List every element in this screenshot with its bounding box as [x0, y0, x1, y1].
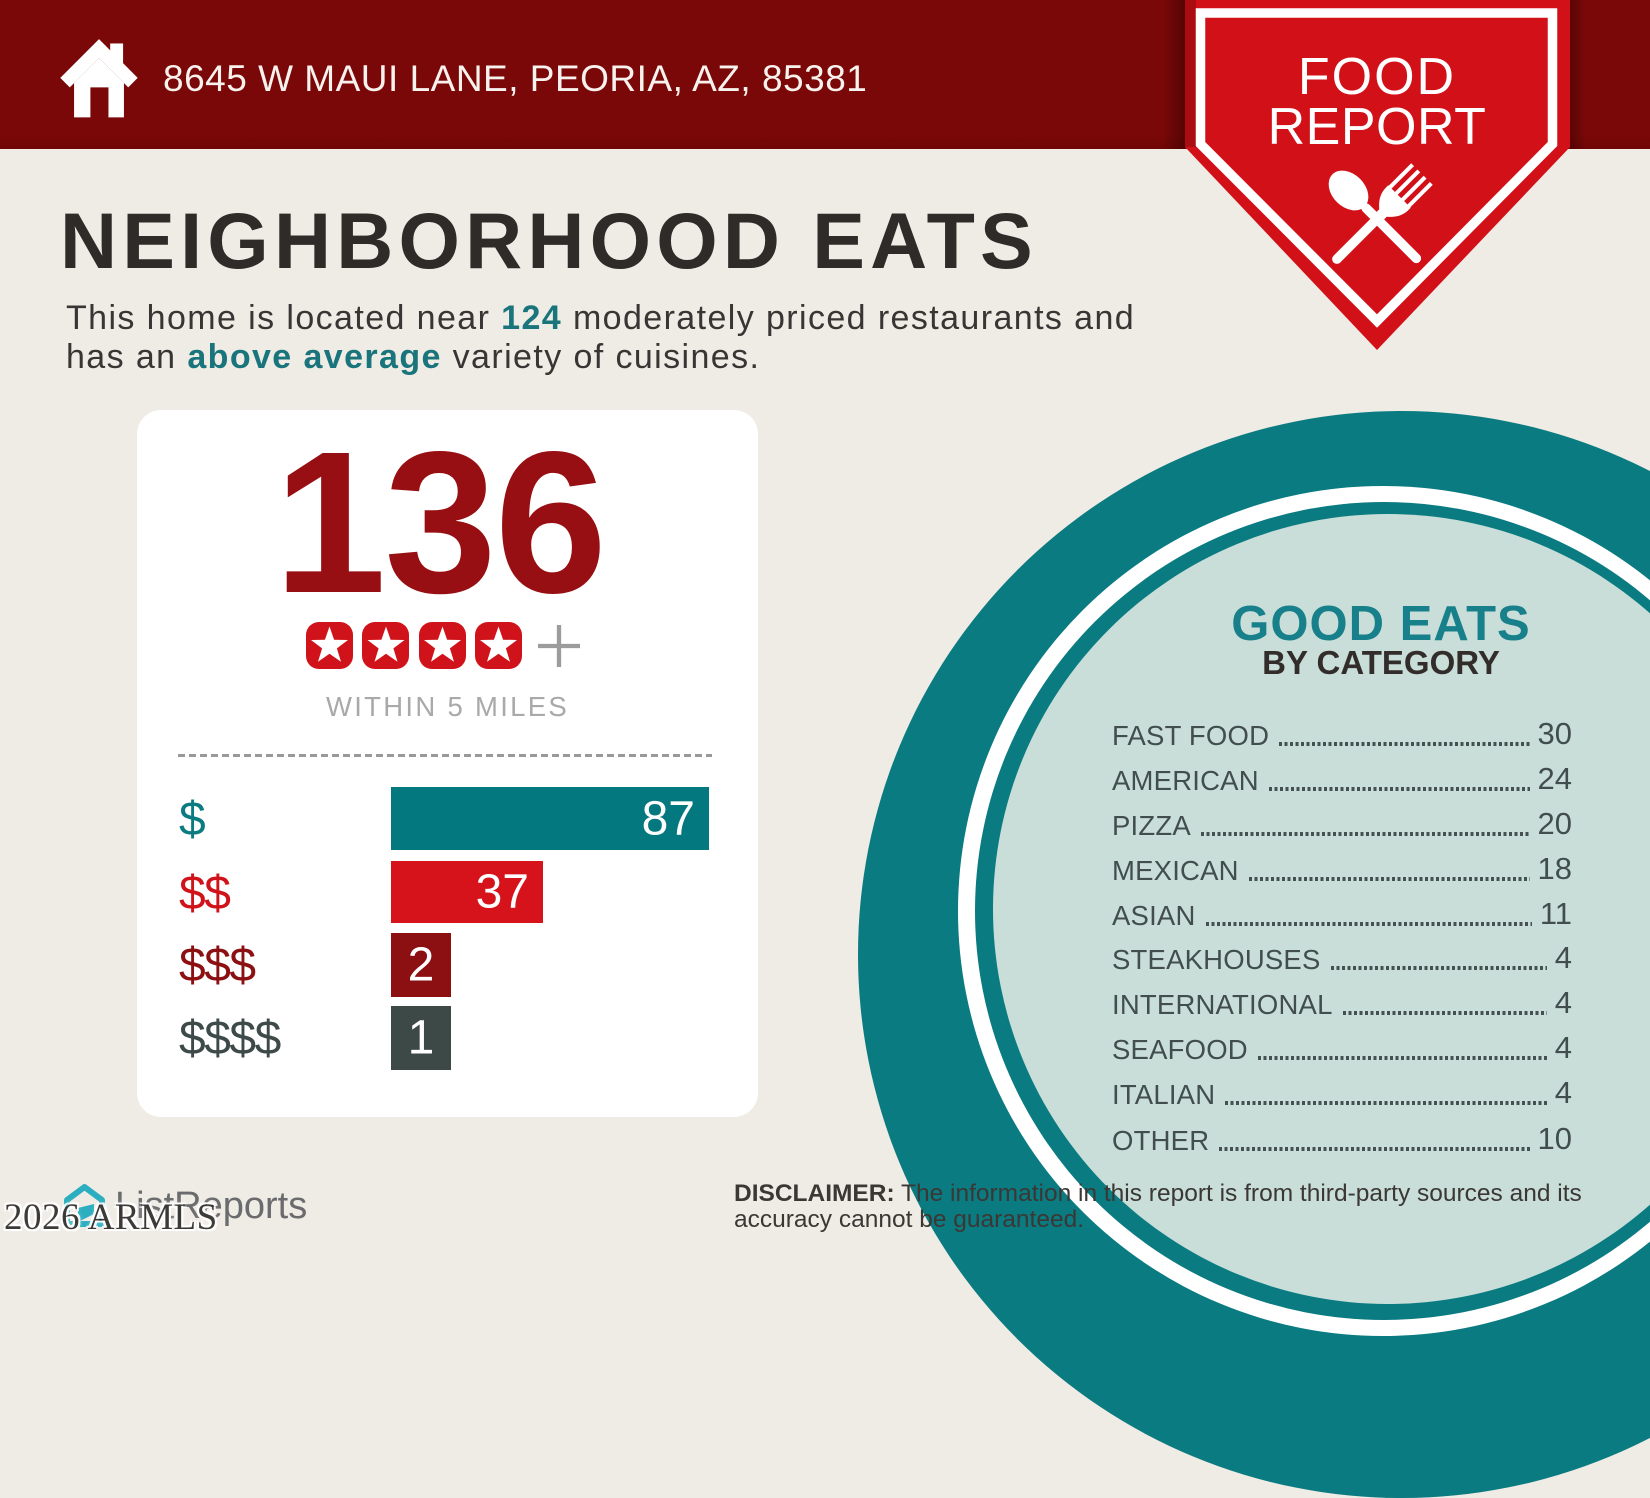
- svg-text:REPORT: REPORT: [1268, 98, 1487, 156]
- svg-text:FOOD: FOOD: [1298, 48, 1456, 106]
